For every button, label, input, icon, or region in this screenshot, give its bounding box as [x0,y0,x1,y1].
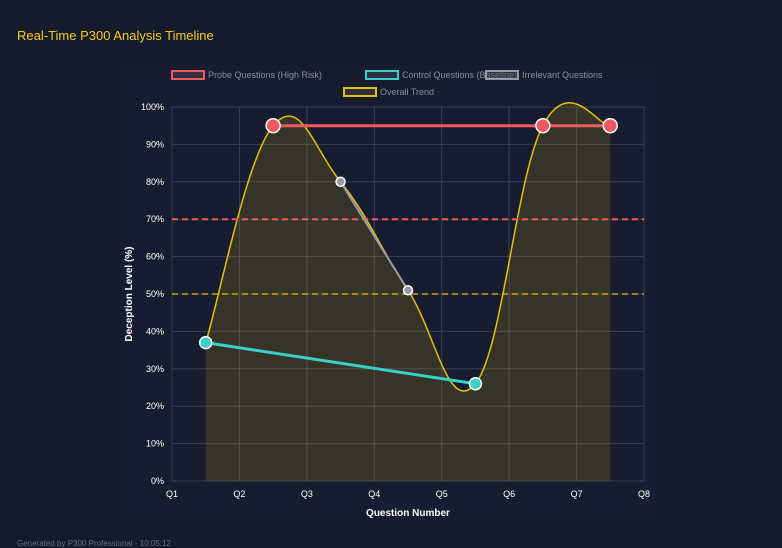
x-tick-label: Q2 [233,489,245,499]
data-point [468,377,483,391]
data-point [402,285,414,296]
data-point [265,117,281,134]
data-point [535,117,551,134]
legend-swatch [171,70,205,80]
y-tick-label: 30% [146,364,164,374]
series-line-1 [205,341,476,386]
y-tick-label: 80% [146,177,164,187]
legend-label: Overall Trend [380,87,434,97]
x-tick-label: Q4 [368,489,380,499]
legend-label: Irrelevant Questions [522,70,603,80]
data-point [602,117,619,134]
y-tick-label: 60% [146,252,164,262]
y-tick-label: 10% [146,439,164,449]
x-tick-label: Q7 [571,489,583,499]
x-axis-title: Question Number [366,508,450,519]
trend-line [204,102,611,392]
y-axis-title: Deception Level (%) [124,246,135,341]
y-tick-label: 0% [151,476,164,486]
y-tick-label: 50% [146,289,164,299]
y-tick-label: 100% [141,102,164,112]
x-tick-label: Q8 [638,489,650,499]
y-tick-label: 20% [146,401,164,411]
legend-label: Control Questions (Baseline) [402,70,517,80]
legend-swatch [343,87,377,97]
y-tick-label: 90% [146,139,164,149]
series-line-2 [339,181,409,291]
footer-text: Generated by P300 Professional - 10:05:1… [17,539,171,548]
page-title: Real-Time P300 Analysis Timeline [17,28,214,43]
legend-swatch [365,70,399,80]
data-point [335,176,346,188]
x-tick-label: Q3 [301,489,313,499]
x-tick-label: Q6 [503,489,515,499]
chart-panel [120,65,657,520]
y-tick-label: 40% [146,326,164,336]
x-tick-label: Q1 [166,489,178,499]
data-point [198,335,213,350]
legend-label: Probe Questions (High Risk) [208,70,322,80]
legend-swatch [485,70,519,80]
y-tick-label: 70% [146,214,164,224]
x-tick-label: Q5 [436,489,448,499]
